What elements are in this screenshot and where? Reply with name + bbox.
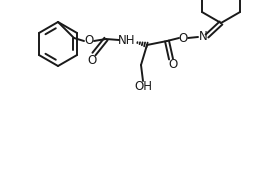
Text: NH: NH [118,33,136,47]
Text: O: O [84,35,94,47]
Text: O: O [87,54,97,68]
Text: O: O [168,59,178,72]
Text: O: O [178,31,188,45]
Text: N: N [199,31,207,43]
Text: OH: OH [134,81,152,93]
